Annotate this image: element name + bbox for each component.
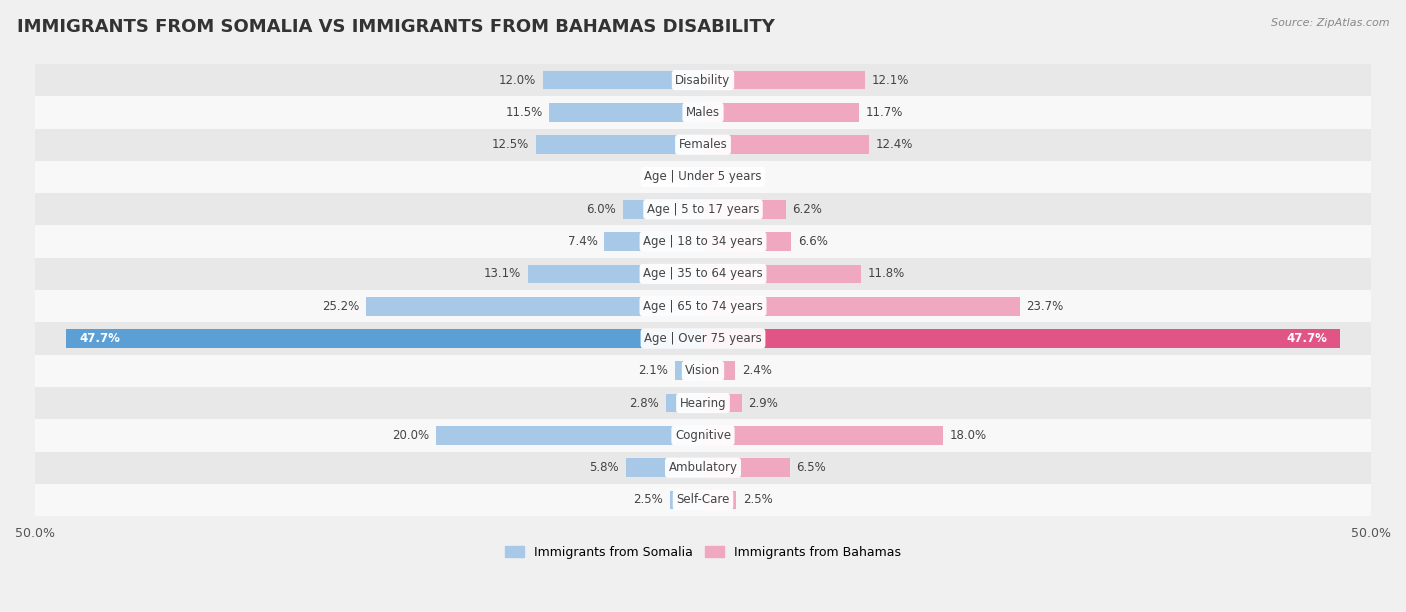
Bar [669,491,703,509]
Text: 5.8%: 5.8% [589,461,619,474]
Text: Source: ZipAtlas.com: Source: ZipAtlas.com [1271,18,1389,28]
Text: 18.0%: 18.0% [950,429,987,442]
Bar [0,484,1406,516]
Bar [703,394,742,412]
Bar [703,329,1340,348]
Text: 13.1%: 13.1% [484,267,522,280]
Text: Age | Over 75 years: Age | Over 75 years [644,332,762,345]
Text: Hearing: Hearing [679,397,727,409]
Bar [703,297,1019,316]
Text: Age | 35 to 64 years: Age | 35 to 64 years [643,267,763,280]
Text: Ambulatory: Ambulatory [668,461,738,474]
Bar [529,264,703,283]
Text: Age | 65 to 74 years: Age | 65 to 74 years [643,300,763,313]
Text: Self-Care: Self-Care [676,493,730,507]
Bar [623,200,703,218]
Text: 2.1%: 2.1% [638,364,668,377]
Text: 6.0%: 6.0% [586,203,616,216]
Bar [0,129,1406,161]
Text: 47.7%: 47.7% [79,332,120,345]
Bar [703,103,859,122]
Bar [703,362,735,380]
Text: 2.8%: 2.8% [628,397,659,409]
Bar [703,71,865,89]
Bar [0,258,1406,290]
Text: Age | 5 to 17 years: Age | 5 to 17 years [647,203,759,216]
Text: Age | 18 to 34 years: Age | 18 to 34 years [643,235,763,248]
Bar [66,329,703,348]
Text: Age | Under 5 years: Age | Under 5 years [644,171,762,184]
Text: 20.0%: 20.0% [392,429,429,442]
Text: 1.2%: 1.2% [725,171,755,184]
Bar [605,232,703,251]
Text: 12.1%: 12.1% [872,73,908,87]
Bar [0,323,1406,354]
Bar [0,193,1406,225]
Bar [703,200,786,218]
Bar [703,232,792,251]
Text: 6.2%: 6.2% [793,203,823,216]
Bar [703,426,943,445]
Text: 12.4%: 12.4% [876,138,912,151]
Text: 25.2%: 25.2% [322,300,360,313]
Text: Cognitive: Cognitive [675,429,731,442]
Text: 6.6%: 6.6% [797,235,828,248]
Bar [0,387,1406,419]
Bar [703,264,860,283]
Bar [436,426,703,445]
Text: 7.4%: 7.4% [568,235,598,248]
Bar [703,491,737,509]
Text: IMMIGRANTS FROM SOMALIA VS IMMIGRANTS FROM BAHAMAS DISABILITY: IMMIGRANTS FROM SOMALIA VS IMMIGRANTS FR… [17,18,775,36]
Text: 1.3%: 1.3% [650,171,679,184]
Bar [0,452,1406,484]
Bar [703,168,718,187]
Bar [665,394,703,412]
Text: 12.0%: 12.0% [499,73,536,87]
Text: 23.7%: 23.7% [1026,300,1063,313]
Text: Females: Females [679,138,727,151]
Bar [0,161,1406,193]
Text: 11.7%: 11.7% [866,106,904,119]
Text: 47.7%: 47.7% [1286,332,1327,345]
Text: 2.9%: 2.9% [748,397,779,409]
Bar [0,96,1406,129]
Bar [0,225,1406,258]
Bar [543,71,703,89]
Bar [367,297,703,316]
Text: 12.5%: 12.5% [492,138,529,151]
Bar [686,168,703,187]
Text: Vision: Vision [685,364,721,377]
Text: 11.8%: 11.8% [868,267,904,280]
Bar [550,103,703,122]
Bar [0,290,1406,323]
Bar [0,64,1406,96]
Bar [0,354,1406,387]
Text: Disability: Disability [675,73,731,87]
Bar [703,458,790,477]
Bar [675,362,703,380]
Text: 2.5%: 2.5% [744,493,773,507]
Bar [536,135,703,154]
Text: Males: Males [686,106,720,119]
Bar [703,135,869,154]
Bar [0,419,1406,452]
Legend: Immigrants from Somalia, Immigrants from Bahamas: Immigrants from Somalia, Immigrants from… [501,541,905,564]
Text: 6.5%: 6.5% [797,461,827,474]
Text: 11.5%: 11.5% [505,106,543,119]
Bar [626,458,703,477]
Text: 2.4%: 2.4% [742,364,772,377]
Text: 2.5%: 2.5% [633,493,662,507]
